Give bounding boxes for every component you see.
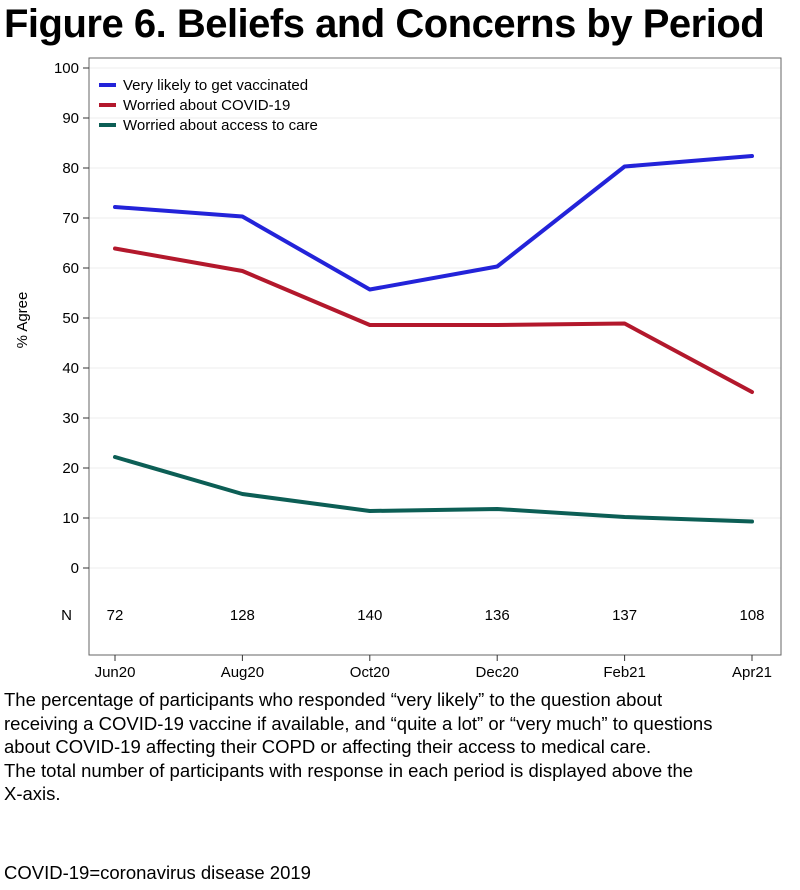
- data-point: [241, 215, 244, 218]
- legend-entry: Worried about access to care: [123, 117, 318, 134]
- y-axis-label: % Agree: [14, 292, 31, 349]
- plot-frame: [88, 57, 782, 656]
- y-tick-label: 30: [62, 410, 79, 427]
- series-line: [113, 246, 754, 394]
- x-tick-label: Dec20: [476, 664, 519, 681]
- y-tick-label: 70: [62, 210, 79, 227]
- data-point: [113, 205, 117, 209]
- y-tick-label: 0: [71, 560, 79, 577]
- n-value-label: 72: [107, 607, 124, 624]
- legend-entry: Very likely to get vaccinated: [123, 77, 308, 94]
- caption-line: The percentage of participants who respo…: [4, 689, 663, 710]
- data-point: [750, 154, 754, 158]
- n-label: N: [61, 607, 72, 624]
- y-tick-label: 20: [62, 460, 79, 477]
- caption-line: X-axis.: [4, 783, 61, 804]
- y-tick-label: 90: [62, 110, 79, 127]
- n-value-label: 128: [230, 607, 255, 624]
- caption-line: The total number of participants with re…: [4, 759, 694, 781]
- data-point: [496, 323, 499, 327]
- data-point: [750, 520, 754, 523]
- figure-title: Figure 6. Beliefs and Concerns by Period: [4, 2, 765, 46]
- data-point: [623, 515, 626, 519]
- caption-line: about COVID-19 affecting their COPD or a…: [4, 736, 652, 757]
- line-chart: % Agree 0 10 20 30 40 50 60 70 80 90 100 Jun20 Aug20…: [14, 57, 782, 681]
- y-tick-label: 60: [62, 260, 79, 277]
- data-point: [623, 165, 626, 168]
- data-point: [623, 322, 626, 325]
- y-tick-label: 100: [54, 60, 79, 77]
- x-tick-label: Feb21: [603, 664, 646, 681]
- data-point: [368, 509, 371, 513]
- data-point: [113, 247, 117, 250]
- y-tick-label: 50: [62, 310, 79, 327]
- n-value-label: 136: [485, 607, 510, 624]
- series-line: [113, 154, 754, 292]
- data-point: [750, 390, 754, 394]
- data-point: [113, 455, 117, 459]
- plot-area: 0 10 20 30 40 50 60 70 80 90 100 Jun20 Aug20 Oct20 Dec…: [54, 57, 782, 681]
- n-value-label: 137: [612, 607, 637, 624]
- figure-caption: The percentage of participants who respo…: [4, 688, 794, 806]
- y-tick-label: 10: [62, 510, 79, 527]
- data-point: [368, 323, 371, 327]
- n-value-label: 140: [357, 607, 382, 624]
- x-tick-label: Aug20: [221, 664, 264, 681]
- legend-entry: Worried about COVID-19: [123, 97, 290, 114]
- data-point: [368, 288, 371, 291]
- n-value-label: 108: [739, 607, 764, 624]
- x-tick-label: Oct20: [350, 664, 390, 681]
- footnote: COVID-19=coronavirus disease 2019: [4, 862, 311, 883]
- x-tick-label: Apr21: [732, 664, 772, 681]
- data-point: [496, 507, 499, 511]
- caption-line: receiving a COVID-19 vaccine if availabl…: [4, 712, 713, 734]
- x-tick-label: Jun20: [95, 664, 136, 681]
- data-point: [241, 269, 244, 273]
- data-point: [496, 265, 499, 268]
- y-tick-label: 40: [62, 360, 79, 377]
- series-line: [113, 455, 754, 524]
- data-point: [241, 492, 244, 496]
- y-tick-label: 80: [62, 160, 79, 177]
